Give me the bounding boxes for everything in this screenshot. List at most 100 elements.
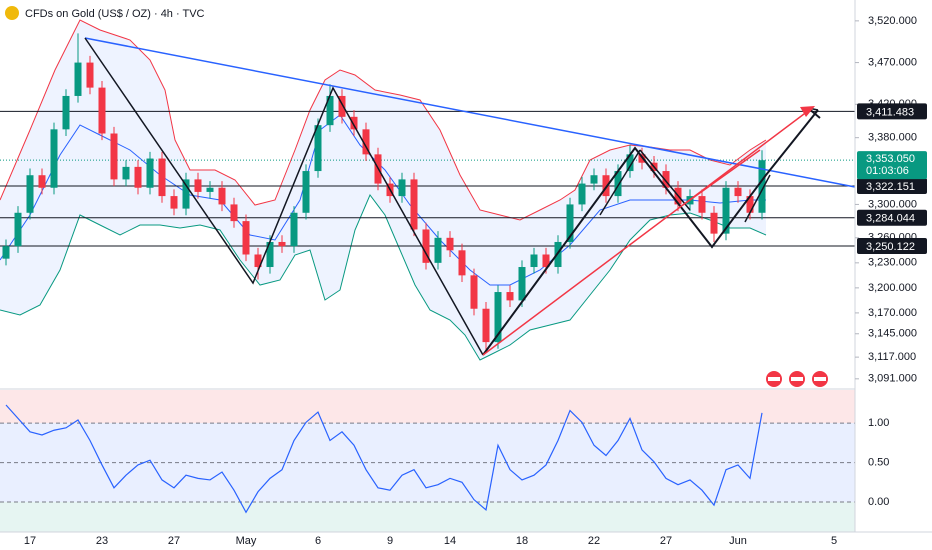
candle-body xyxy=(254,254,262,268)
osc-tick-label: 0.00 xyxy=(868,496,889,508)
candles xyxy=(2,33,766,353)
candle-body xyxy=(446,237,454,251)
osc-tick-label: 0.50 xyxy=(868,456,889,468)
candle-body xyxy=(734,187,742,197)
x-tick-label: 23 xyxy=(96,535,108,547)
candle-body xyxy=(278,241,286,247)
candle-body xyxy=(530,254,538,268)
candle-body xyxy=(422,229,430,263)
candle-body xyxy=(146,158,154,188)
y-tick-label: 3,170.000 xyxy=(868,307,917,319)
y-tick-label: 3,145.000 xyxy=(868,328,917,340)
candle-body xyxy=(758,160,766,213)
price-badge xyxy=(857,177,927,194)
candle-body xyxy=(458,250,466,276)
candle-body xyxy=(230,204,238,222)
candle-body xyxy=(410,179,418,230)
candle-body xyxy=(314,125,322,172)
x-tick-label: 27 xyxy=(168,535,180,547)
candle-body xyxy=(242,221,250,255)
candle-body xyxy=(122,166,130,180)
x-tick-label: May xyxy=(236,535,257,547)
candle-body xyxy=(194,179,202,192)
candle-body xyxy=(602,175,610,197)
candle-body xyxy=(566,204,574,242)
candle-body xyxy=(698,196,706,213)
candle-body xyxy=(482,308,490,343)
candle-body xyxy=(110,133,118,180)
last-price-label: 3,353.050 xyxy=(866,153,915,165)
event-flag xyxy=(768,377,780,381)
candle-body xyxy=(74,62,82,96)
wedge-line xyxy=(639,149,691,211)
candle-body xyxy=(338,95,346,117)
zigzag xyxy=(84,37,484,356)
candle-body xyxy=(266,241,274,268)
candle-body xyxy=(626,154,634,172)
candle-body xyxy=(506,292,514,301)
x-tick-label: 14 xyxy=(444,535,456,547)
candle-body xyxy=(494,292,502,343)
candle-body xyxy=(206,187,214,192)
y-tick-label: 3,380.000 xyxy=(868,132,917,144)
candle-body xyxy=(362,129,370,155)
candle-body xyxy=(2,246,10,259)
candle-body xyxy=(614,171,622,197)
candle-body xyxy=(722,187,730,234)
y-tick-label: 3,200.000 xyxy=(868,282,917,294)
drawings xyxy=(84,37,856,387)
event-icons xyxy=(766,371,828,387)
wedge-line xyxy=(599,149,641,216)
chart-title: CFDs on Gold (US$ / OZ) · 4h · TVC xyxy=(25,8,205,20)
y-tick-label: 3,091.000 xyxy=(868,373,917,385)
price-badge xyxy=(857,103,927,120)
candle-body xyxy=(98,87,106,134)
candle-body xyxy=(578,183,586,205)
y-tick-label: 3,520.000 xyxy=(868,15,917,27)
overbought-zone xyxy=(0,390,855,424)
candle-body xyxy=(434,237,442,263)
price-badge-label: 3,322.151 xyxy=(866,181,915,193)
price-badge xyxy=(857,238,927,255)
x-tick-label: Jun xyxy=(729,535,747,547)
x-tick-label: 9 xyxy=(387,535,393,547)
lower-band xyxy=(0,194,767,361)
x-tick-label: 5 xyxy=(831,535,837,547)
candle-body xyxy=(50,129,58,188)
candle-body xyxy=(302,171,310,213)
price-badge-label: 3,284.044 xyxy=(866,213,915,225)
candle-body xyxy=(350,116,358,130)
candle-body xyxy=(182,179,190,209)
y-tick-label: 3,300.000 xyxy=(868,198,917,210)
event-flag xyxy=(814,377,826,381)
x-tick-label: 27 xyxy=(660,535,672,547)
candle-body xyxy=(134,166,142,188)
trend-line xyxy=(84,37,856,188)
candle-body xyxy=(590,175,598,184)
x-tick-label: 6 xyxy=(315,535,321,547)
candle-body xyxy=(470,275,478,309)
candle-body xyxy=(542,254,550,268)
red-trend xyxy=(682,149,761,206)
y-tick-label: 3,117.000 xyxy=(868,351,916,363)
x-tick-label: 18 xyxy=(516,535,528,547)
price-badge-label: 3,411.483 xyxy=(866,106,914,118)
candle-body xyxy=(710,212,718,234)
wedge-line xyxy=(744,174,771,223)
candle-body xyxy=(746,196,754,213)
symbol-logo xyxy=(5,6,19,20)
candle-body xyxy=(158,158,166,197)
zigzag xyxy=(482,109,819,356)
osc-line xyxy=(5,404,763,514)
candle-body xyxy=(218,187,226,205)
candle-body xyxy=(518,267,526,301)
band-fill xyxy=(0,20,766,360)
candle-body xyxy=(170,196,178,209)
last-price-badge xyxy=(857,151,927,180)
candle-body xyxy=(26,175,34,213)
red-arrow-head xyxy=(800,106,815,117)
price-badge xyxy=(857,209,927,226)
